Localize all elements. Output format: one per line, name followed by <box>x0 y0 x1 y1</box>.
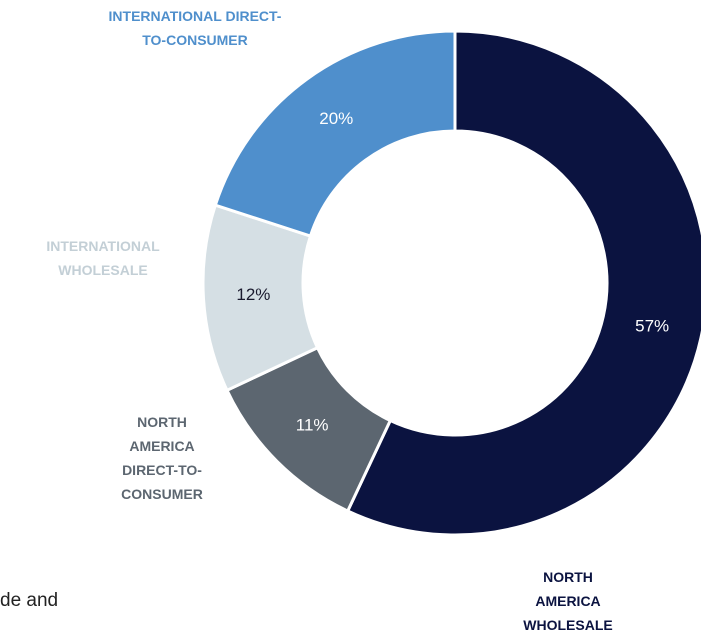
value-label: 57% <box>635 317 669 336</box>
value-label: 12% <box>236 285 270 304</box>
slice <box>345 29 701 537</box>
value-label: 11% <box>296 415 329 434</box>
category-label: NORTH AMERICA DIRECT-TO-CONSUMER <box>121 414 203 502</box>
category-label: INTERNATIONAL WHOLESALE <box>46 238 160 278</box>
body-text: de and <box>0 590 59 611</box>
category-label: NORTH AMERICA WHOLESALE <box>523 569 613 633</box>
value-label: 20% <box>319 109 353 128</box>
category-label: INTERNATIONAL DIRECT-TO-CONSUMER <box>108 8 282 48</box>
slice <box>213 29 457 238</box>
